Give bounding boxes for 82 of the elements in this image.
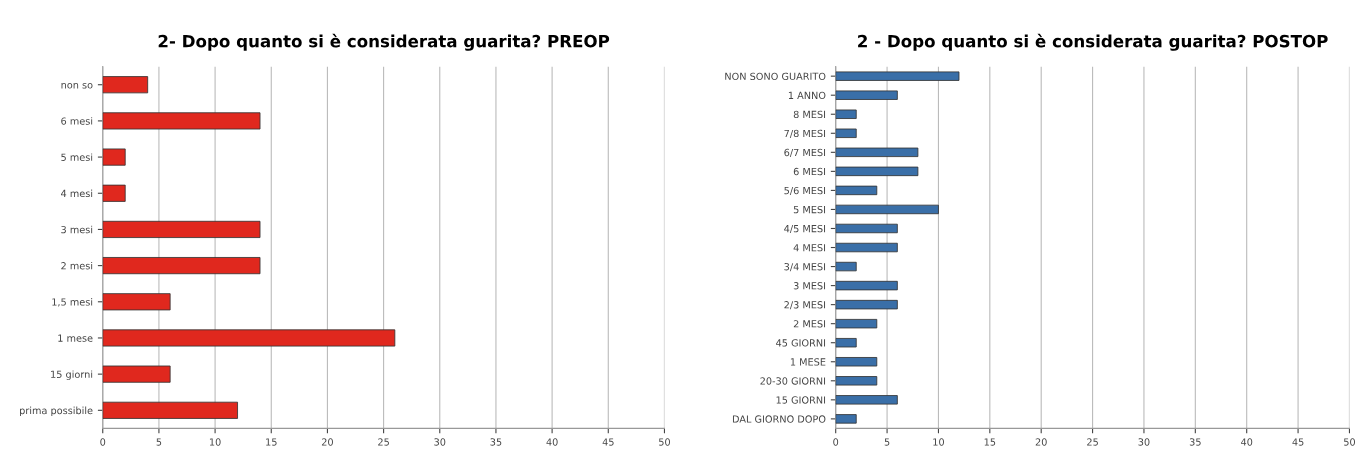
y-tick-label: 1 ANNO (788, 91, 826, 100)
y-tick-label: 4 MESI (793, 244, 826, 252)
y-tick-label: 2 mesi (61, 261, 93, 270)
y-tick-label: 7/8 MESI (784, 129, 826, 138)
bar (835, 280, 898, 291)
bar (835, 109, 857, 119)
bar (835, 223, 898, 234)
y-tick-label: NON SONO GUARITO (725, 72, 826, 80)
bar (102, 220, 261, 238)
bar (835, 185, 878, 196)
y-tick-label: 3 MESI (793, 282, 826, 290)
x-tick-label: 10 (209, 438, 221, 446)
x-tick-label: 15 (266, 438, 277, 446)
bar (835, 338, 857, 348)
y-tick-label: non so (61, 82, 93, 89)
y-tick-label: 2 MESI (793, 320, 826, 328)
bar (102, 401, 238, 419)
bar (835, 128, 857, 138)
chart-title: 2- Dopo quanto si è considerata guarita? PREOP (158, 33, 610, 51)
y-tick-label: 1 mese (58, 334, 93, 342)
y-tick-label: 20-30 GIORNI (760, 377, 826, 385)
x-tick-label: 0 (100, 438, 106, 446)
bar (835, 299, 898, 310)
x-tick-label: 35 (1189, 438, 1201, 446)
bar (835, 318, 878, 329)
y-tick-label: 5/6 MESI (784, 186, 826, 195)
x-tick-label: 45 (1292, 438, 1304, 446)
x-tick-label: 20 (1035, 438, 1047, 446)
y-tick-label: 8 MESI (793, 110, 826, 119)
y-tick-label: 2/3 MESI (784, 301, 826, 310)
y-tick-label: 4 mesi (61, 189, 93, 198)
x-tick-label: 25 (1087, 438, 1098, 446)
x-tick-label: 5 (156, 438, 162, 446)
y-tick-label: 6 mesi (61, 117, 93, 125)
y-tick-label: prima possibile (20, 406, 93, 417)
bar (835, 204, 939, 215)
bar (102, 365, 171, 383)
y-tick-label: 6/7 MESI (784, 148, 826, 157)
x-tick-label: 40 (1240, 438, 1253, 446)
x-tick-label: 10 (933, 438, 944, 446)
x-tick-label: 40 (546, 438, 558, 446)
x-tick-label: 45 (602, 438, 614, 446)
y-tick-label: 15 giorni (51, 370, 93, 380)
bar (102, 184, 126, 202)
y-tick-label: 5 mesi (61, 153, 93, 161)
y-tick-label: 6 MESI (793, 167, 826, 176)
x-tick-label: 20 (321, 438, 333, 446)
x-tick-label: 30 (434, 438, 446, 446)
bar (835, 357, 878, 367)
x-tick-label: 50 (1344, 438, 1355, 446)
bar (835, 261, 857, 272)
y-tick-label: 45 GIORNI (776, 339, 826, 347)
x-tick-label: 0 (833, 438, 839, 446)
bar (835, 242, 898, 253)
x-tick-label: 15 (984, 438, 996, 446)
bar (102, 148, 126, 166)
bar (102, 329, 396, 347)
x-tick-label: 5 (884, 438, 890, 446)
bar (102, 257, 261, 275)
y-tick-label: 4/5 MESI (784, 224, 826, 234)
bar (835, 147, 919, 158)
x-tick-label: 50 (659, 438, 670, 446)
bar (102, 293, 171, 311)
bar (102, 112, 261, 130)
y-tick-label: 3/4 MESI (784, 263, 826, 272)
bar (835, 166, 919, 177)
bar (835, 376, 878, 386)
x-tick-label: 30 (1138, 438, 1150, 446)
x-tick-label: 35 (490, 438, 502, 446)
bar (102, 76, 149, 94)
bar (835, 71, 960, 81)
chart-title: 2 - Dopo quanto si è considerata guarita? POSTOP (858, 33, 1328, 51)
y-tick-label: 5 MESI (793, 205, 826, 214)
y-tick-label: 1 MESE (790, 358, 826, 366)
x-tick-label: 25 (378, 438, 389, 446)
y-tick-label: DAL GIORNO DOPO (732, 415, 826, 423)
bar (835, 414, 857, 424)
bar (835, 90, 898, 100)
y-tick-label: 1,5 mesi (52, 298, 93, 307)
y-tick-label: 15 GIORNI (776, 396, 826, 404)
y-tick-label: 3 mesi (61, 225, 93, 234)
bar (835, 395, 898, 405)
